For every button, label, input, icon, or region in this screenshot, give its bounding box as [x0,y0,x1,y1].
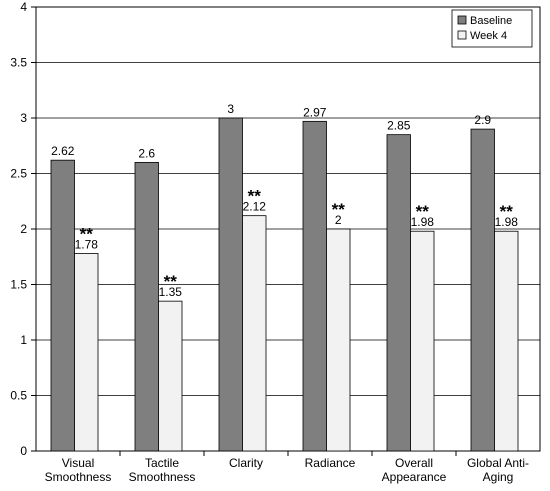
y-tick-label: 0.5 [10,389,27,403]
data-label: 1.98 [495,215,519,229]
bar-week-4 [74,253,99,452]
data-label: 2.12 [243,200,267,214]
bar-baseline [386,134,411,452]
bar-baseline [302,120,327,452]
data-label: 2.9 [474,113,491,127]
bar-week-4 [494,230,519,452]
legend-label: Baseline [470,15,512,27]
x-category-label: Overall [395,456,433,470]
bar-baseline [218,117,243,452]
y-tick-label: 1 [20,333,27,347]
data-label: 3 [227,102,234,116]
y-tick-label: 2.5 [10,167,27,181]
y-tick-label: 3 [20,111,27,125]
bar-week-4 [410,230,435,452]
significance-marker: ** [500,202,514,221]
data-label: 2.97 [303,105,327,119]
x-category-label: Global Anti- [467,456,529,470]
y-tick-label: 0 [20,444,27,458]
data-label: 1.35 [159,285,183,299]
significance-marker: ** [80,224,94,243]
x-category-label: Visual [62,456,94,470]
data-label: 2.62 [51,144,75,158]
x-category-label: Smoothness [45,470,112,484]
significance-marker: ** [248,187,262,206]
x-category-label: Radiance [305,456,356,470]
data-label: 2 [335,213,342,227]
x-category-label: Tactile [145,456,179,470]
y-tick-label: 4 [20,0,27,14]
bar-baseline [470,128,495,452]
data-label: 2.6 [138,146,155,160]
bar-baseline [50,159,75,452]
x-category-label: Smoothness [129,470,196,484]
significance-marker: ** [164,272,178,291]
x-category-label: Aging [483,470,514,484]
bar-week-4 [242,215,267,452]
significance-marker: ** [416,202,430,221]
y-tick-label: 2 [20,222,27,236]
legend-swatch [457,30,467,40]
x-category-label: Clarity [229,456,263,470]
bar-week-4 [326,228,351,452]
bar-week-4 [158,300,183,452]
y-tick-label: 3.5 [10,56,27,70]
data-label: 1.98 [411,215,435,229]
x-category-label: Appearance [382,470,447,484]
data-label: 2.85 [387,119,411,133]
y-tick-label: 1.5 [10,278,27,292]
bar-baseline [134,161,159,452]
significance-marker: ** [332,200,346,219]
data-label: 1.78 [75,237,99,251]
legend-swatch [457,15,467,25]
legend-label: Week 4 [470,30,507,42]
